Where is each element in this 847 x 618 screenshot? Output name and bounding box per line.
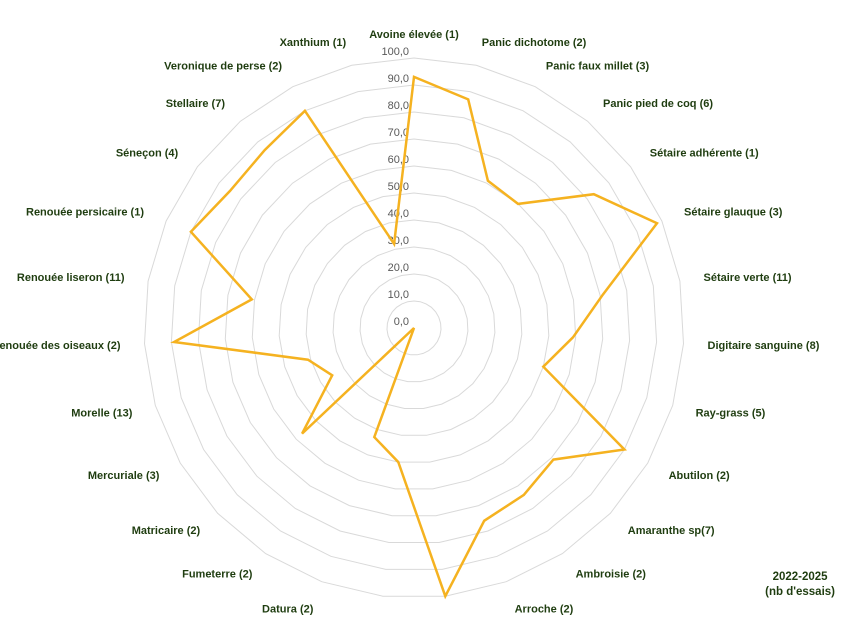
grid-ring [224, 138, 604, 517]
category-label: Panic pied de coq (6) [603, 98, 713, 110]
category-label: Amaranthe sp(7) [628, 525, 715, 537]
grid-ring [143, 57, 685, 597]
grid-ring [278, 192, 550, 463]
category-label: Sétaire adhérente (1) [650, 147, 759, 159]
tick-label: 0,0 [394, 316, 409, 328]
category-label: Matricaire (2) [132, 525, 201, 537]
category-label: Panic dichotome (2) [482, 37, 587, 49]
grid-ring [251, 165, 577, 490]
tick-label: 80,0 [388, 100, 409, 112]
series-line [170, 75, 659, 600]
period-note-line-1: 2022-2025 [772, 571, 828, 583]
tick-label: 70,0 [388, 127, 409, 139]
grid-ring [170, 84, 658, 570]
category-label: Stellaire (7) [166, 98, 226, 110]
category-label: Avoine élevée (1) [369, 29, 459, 41]
category-label: Sétaire verte (11) [704, 272, 792, 284]
category-label: Renouée liseron (11) [17, 272, 125, 284]
grid-ring [332, 246, 496, 409]
period-note-line-2: (nb d'essais) [765, 586, 835, 598]
tick-label: 20,0 [388, 262, 409, 274]
category-label: Arroche (2) [515, 603, 574, 615]
series-layer [170, 75, 659, 600]
category-label: Veronique de perse (2) [164, 60, 282, 72]
period-note: 2022-2025 (nb d'essais) [765, 570, 835, 600]
radar-grid [143, 57, 685, 597]
category-label: Digitaire sanguine (8) [708, 340, 820, 352]
grid-ring [359, 273, 469, 383]
category-label: Datura (2) [262, 603, 314, 615]
category-label: Abutilon (2) [669, 470, 730, 482]
category-label: Renouée persicaire (1) [26, 207, 144, 219]
category-label: Sétaire glauque (3) [684, 207, 783, 219]
category-label: Ray-grass (5) [696, 407, 766, 419]
category-label: Séneçon (4) [116, 147, 179, 159]
category-label: Ambroisie (2) [576, 569, 647, 581]
grid-ring [305, 219, 523, 436]
tick-label: 90,0 [388, 73, 409, 85]
category-labels: Avoine élevée (1) Panic dichotome (2) Pani… [0, 29, 820, 615]
grid-ring [386, 300, 442, 356]
category-label: Panic faux millet (3) [546, 60, 650, 72]
tick-label: 100,0 [381, 46, 409, 58]
tick-label: 50,0 [388, 181, 409, 193]
category-label: Mercuriale (3) [88, 470, 160, 482]
category-label: Xanthium (1) [280, 37, 347, 49]
category-label: Renouée des oiseaux (2) [0, 340, 121, 352]
category-label: Morelle (13) [71, 407, 132, 419]
category-label: Fumeterre (2) [182, 569, 253, 581]
grid-ring [197, 111, 631, 543]
tick-label: 10,0 [388, 289, 409, 301]
